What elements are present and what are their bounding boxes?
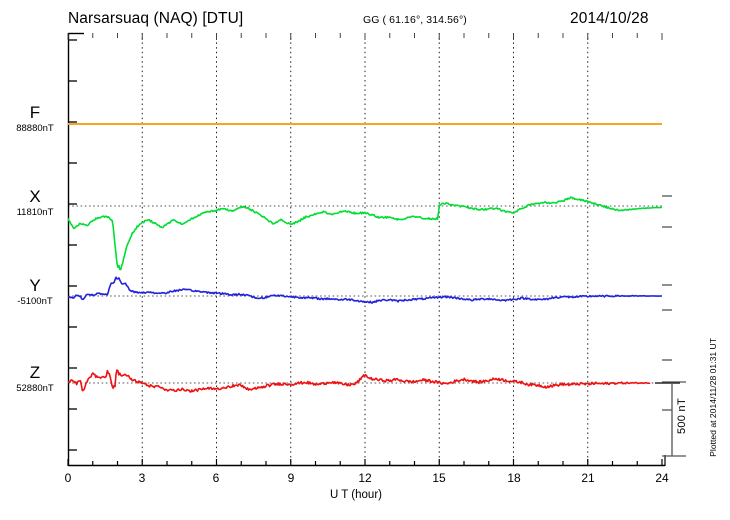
page-title: Narsarsuaq (NAQ) [DTU] [68,10,244,27]
trace-Z [68,369,651,393]
x-tick-18: 18 [507,471,521,485]
component-baseline-X: 11810nT [16,207,54,218]
plot-frame [67,32,665,467]
component-label-Y: Y -5100nT [2,277,68,308]
geographic-coordinates: GG ( 61.16°, 314.56°) [363,14,467,26]
component-symbol-X: X [29,187,41,206]
plotted-at-timestamp: Plotted at 2014/11/28 01:31 UT [708,338,718,457]
component-symbol-F: F [29,103,41,122]
scalebar-label: 500 nT [676,398,688,435]
x-tick-12: 12 [358,471,372,485]
x-tick-3: 3 [138,471,146,485]
x-tick-21: 21 [581,471,595,485]
right-edge-stubs [655,195,680,411]
component-symbol-Z: Z [29,363,41,382]
x-tick-6: 6 [212,471,220,485]
component-label-Z: Z 52880nT [2,364,68,395]
component-label-F: F 88880nT [2,104,68,135]
x-tick-24: 24 [655,471,669,485]
x-axis-top-ticks [67,33,663,40]
component-label-X: X 11810nT [2,188,68,219]
trace-X [68,196,662,271]
x-axis-title: U T (hour) [330,489,382,501]
component-baseline-Z: 52880nT [16,383,54,394]
component-baseline-Y: -5100nT [17,296,53,307]
y-axis-ticks [68,39,77,451]
observation-date: 2014/10/28 [570,10,649,27]
x-tick-0: 0 [64,471,72,485]
gridlines-vertical [141,33,589,466]
x-tick-9: 9 [287,471,295,485]
component-baseline-F: 88880nT [16,123,54,134]
component-symbol-Y: Y [29,276,41,295]
trace-Y [68,276,662,304]
x-axis-ticks [67,455,666,466]
x-tick-15: 15 [432,471,446,485]
scale-bar [662,381,686,457]
